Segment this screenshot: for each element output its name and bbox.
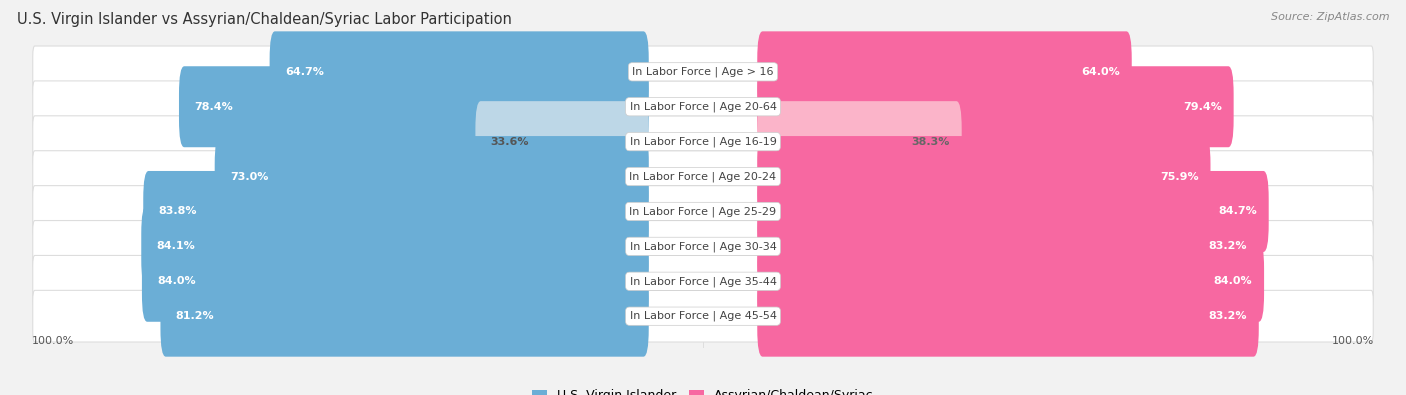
FancyBboxPatch shape (32, 81, 1374, 133)
Text: 84.0%: 84.0% (1213, 276, 1253, 286)
Text: 78.4%: 78.4% (194, 102, 233, 112)
Text: 73.0%: 73.0% (231, 171, 269, 182)
FancyBboxPatch shape (32, 116, 1374, 167)
Text: In Labor Force | Age 20-24: In Labor Force | Age 20-24 (630, 171, 776, 182)
FancyBboxPatch shape (758, 241, 1264, 322)
FancyBboxPatch shape (32, 290, 1374, 342)
FancyBboxPatch shape (758, 101, 962, 182)
Text: In Labor Force | Age 25-29: In Labor Force | Age 25-29 (630, 206, 776, 217)
FancyBboxPatch shape (215, 136, 648, 217)
FancyBboxPatch shape (32, 151, 1374, 202)
FancyBboxPatch shape (32, 220, 1374, 272)
FancyBboxPatch shape (475, 101, 648, 182)
Text: 83.2%: 83.2% (1208, 311, 1247, 321)
Text: 81.2%: 81.2% (176, 311, 214, 321)
FancyBboxPatch shape (160, 276, 648, 357)
Text: 38.3%: 38.3% (911, 137, 950, 147)
FancyBboxPatch shape (32, 256, 1374, 307)
Text: 84.0%: 84.0% (157, 276, 195, 286)
Text: 100.0%: 100.0% (31, 336, 73, 346)
Text: 84.1%: 84.1% (156, 241, 195, 251)
Text: Source: ZipAtlas.com: Source: ZipAtlas.com (1271, 12, 1389, 22)
Text: In Labor Force | Age 45-54: In Labor Force | Age 45-54 (630, 311, 776, 322)
FancyBboxPatch shape (32, 186, 1374, 237)
Text: 64.0%: 64.0% (1081, 67, 1119, 77)
FancyBboxPatch shape (143, 171, 648, 252)
Text: In Labor Force | Age 16-19: In Labor Force | Age 16-19 (630, 136, 776, 147)
Text: 83.8%: 83.8% (159, 207, 197, 216)
FancyBboxPatch shape (758, 31, 1132, 112)
Text: 64.7%: 64.7% (285, 67, 323, 77)
FancyBboxPatch shape (32, 46, 1374, 98)
FancyBboxPatch shape (758, 206, 1258, 287)
FancyBboxPatch shape (141, 206, 648, 287)
Text: U.S. Virgin Islander vs Assyrian/Chaldean/Syriac Labor Participation: U.S. Virgin Islander vs Assyrian/Chaldea… (17, 12, 512, 27)
Text: 84.7%: 84.7% (1218, 207, 1257, 216)
Text: 100.0%: 100.0% (1333, 336, 1375, 346)
Text: 79.4%: 79.4% (1182, 102, 1222, 112)
Legend: U.S. Virgin Islander, Assyrian/Chaldean/Syriac: U.S. Virgin Islander, Assyrian/Chaldean/… (527, 384, 879, 395)
Text: 33.6%: 33.6% (491, 137, 529, 147)
FancyBboxPatch shape (758, 276, 1258, 357)
Text: 75.9%: 75.9% (1160, 171, 1198, 182)
Text: In Labor Force | Age 30-34: In Labor Force | Age 30-34 (630, 241, 776, 252)
FancyBboxPatch shape (270, 31, 648, 112)
Text: In Labor Force | Age > 16: In Labor Force | Age > 16 (633, 67, 773, 77)
FancyBboxPatch shape (758, 171, 1268, 252)
Text: In Labor Force | Age 20-64: In Labor Force | Age 20-64 (630, 102, 776, 112)
Text: 83.2%: 83.2% (1208, 241, 1247, 251)
FancyBboxPatch shape (758, 66, 1233, 147)
Text: In Labor Force | Age 35-44: In Labor Force | Age 35-44 (630, 276, 776, 286)
FancyBboxPatch shape (142, 241, 648, 322)
FancyBboxPatch shape (179, 66, 648, 147)
FancyBboxPatch shape (758, 136, 1211, 217)
